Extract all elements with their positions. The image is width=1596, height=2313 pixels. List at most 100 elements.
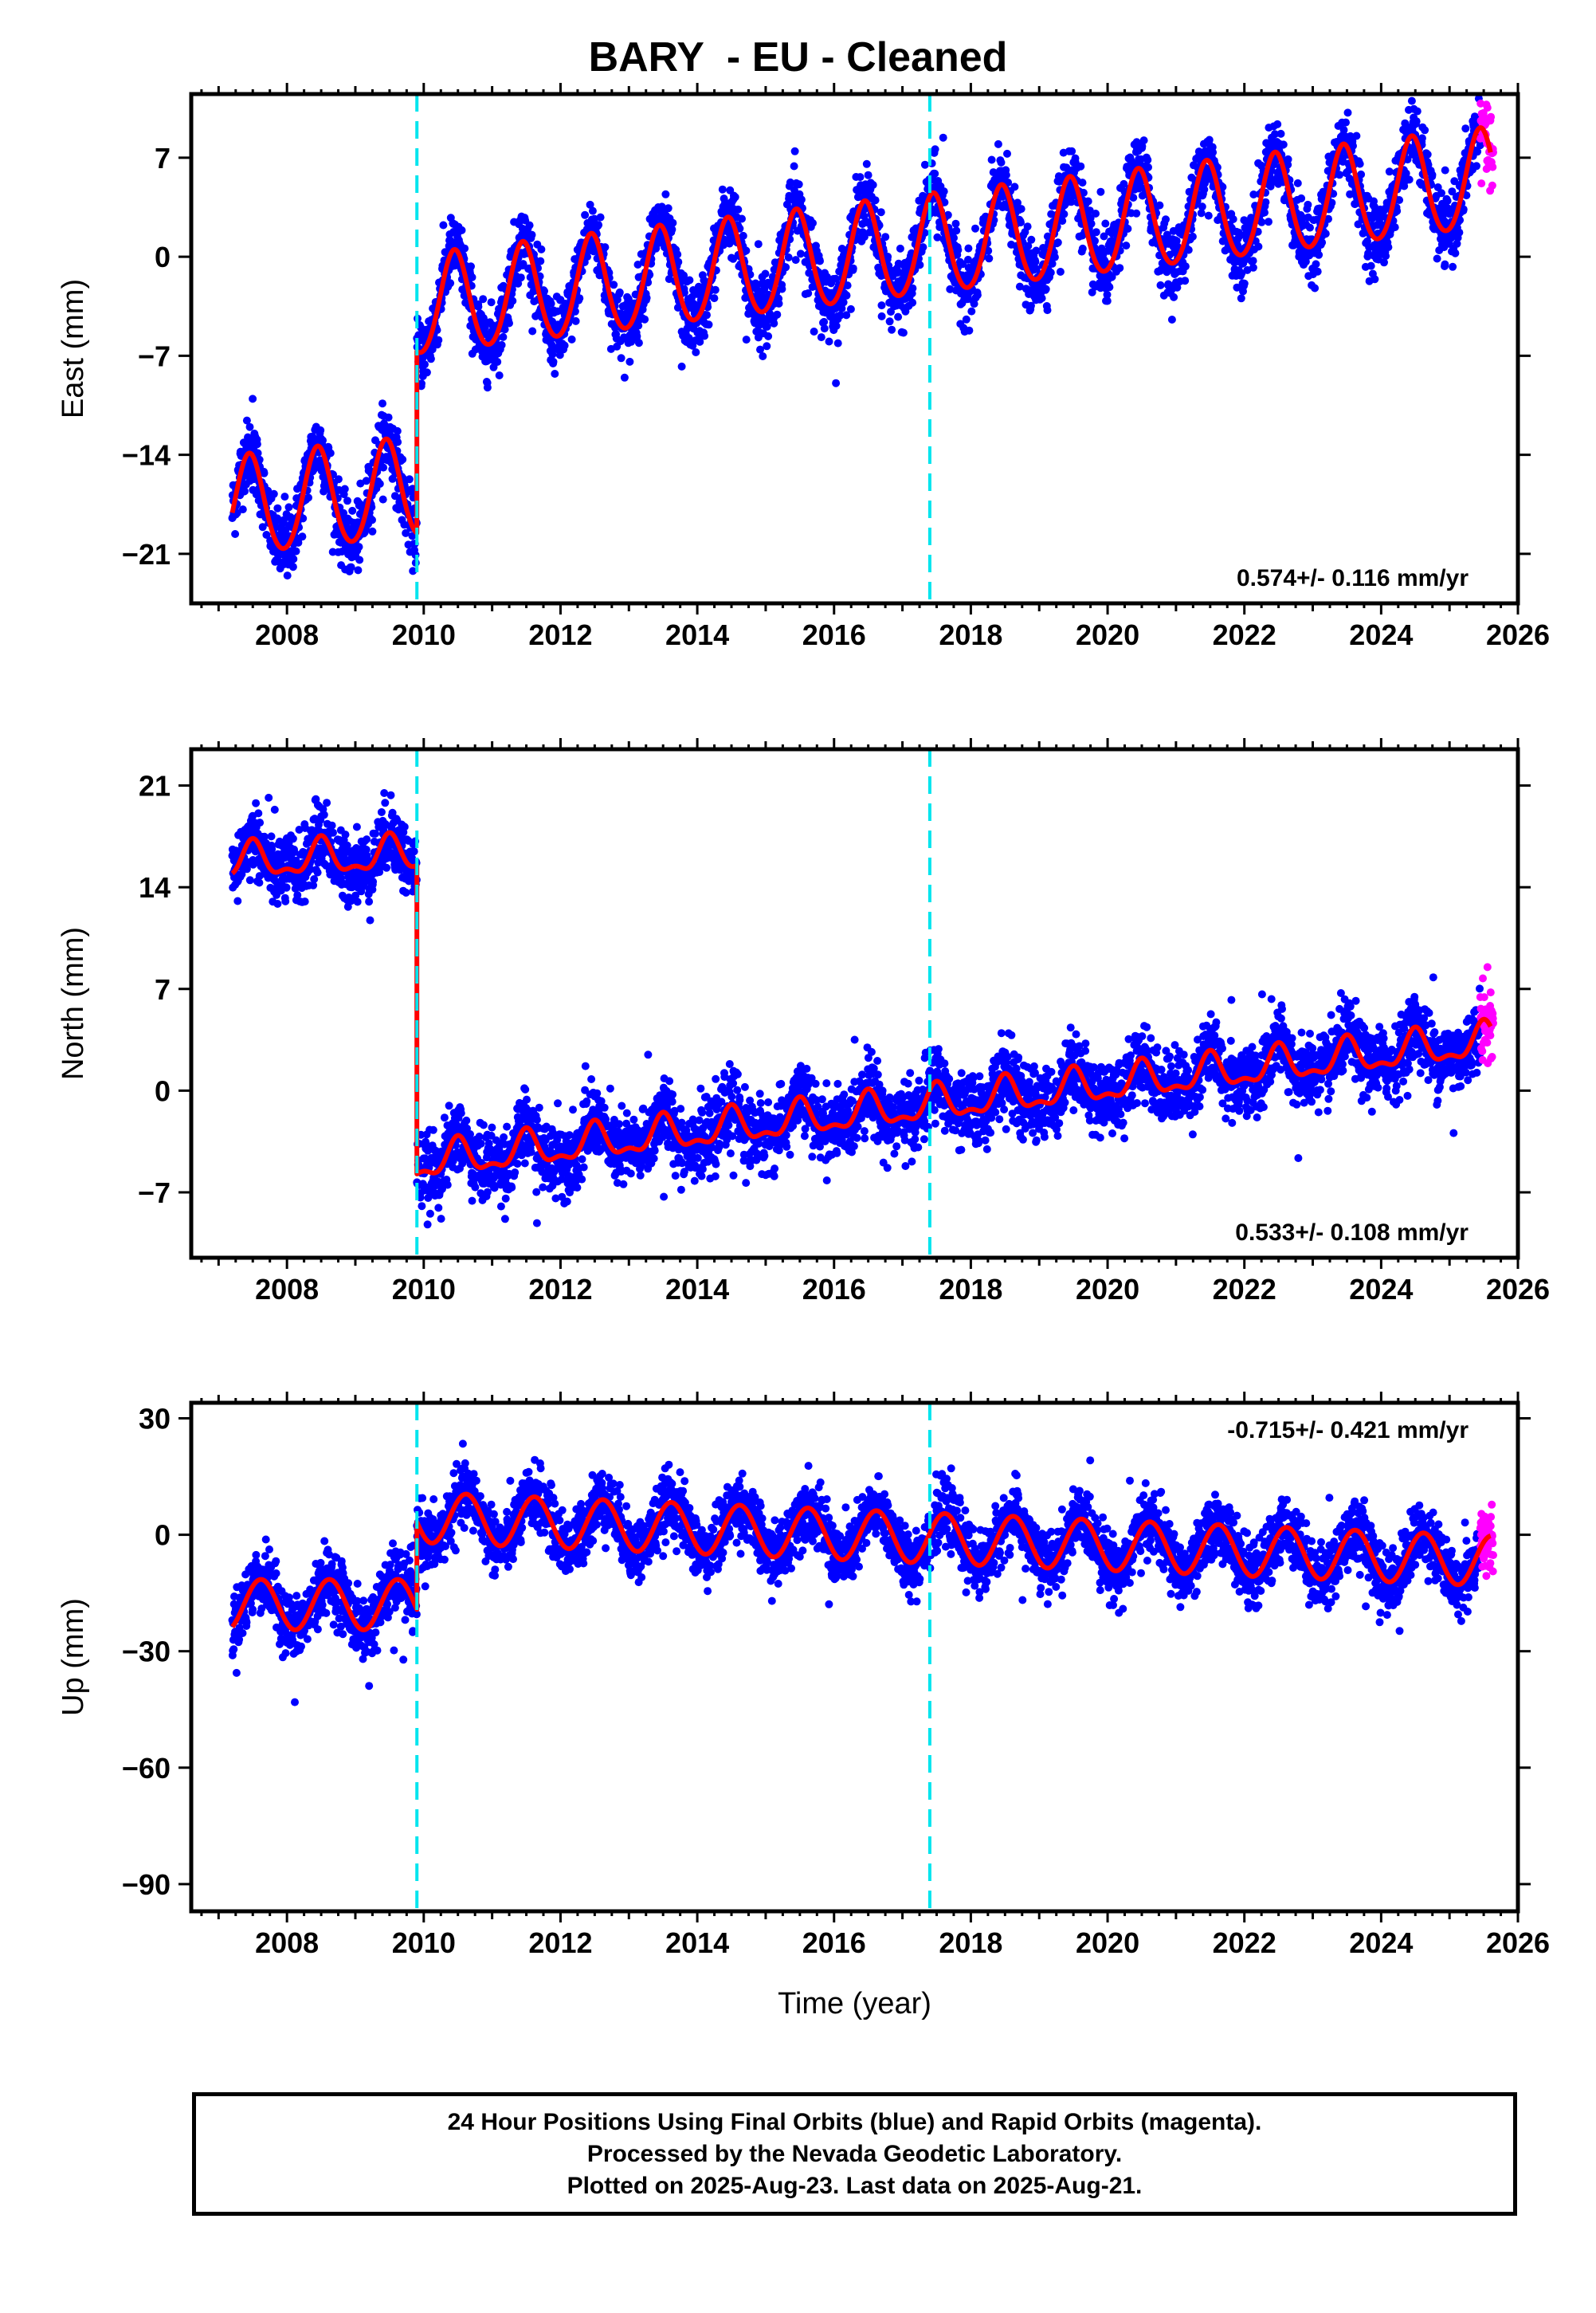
east-final-point — [514, 279, 523, 288]
east-final-point — [1254, 242, 1263, 251]
east-final-point — [384, 413, 393, 422]
east-final-point — [1092, 228, 1100, 237]
east-final-point — [1441, 260, 1449, 269]
east-final-point — [1116, 264, 1124, 273]
east-final-point — [832, 379, 841, 387]
north-final-point — [252, 799, 261, 807]
east-final-point — [1355, 159, 1364, 168]
east-final-point — [864, 171, 873, 179]
east-final-point — [1204, 211, 1213, 220]
east-final-point — [537, 245, 546, 253]
east-final-point — [742, 336, 751, 344]
east-final-point — [1023, 222, 1032, 231]
east-final-point — [262, 531, 271, 539]
east-final-point — [985, 254, 994, 263]
east-final-point — [457, 226, 466, 234]
east-final-point — [505, 319, 513, 328]
east-rapid-point — [1483, 104, 1492, 112]
east-final-point — [774, 299, 783, 308]
east-final-point — [1240, 279, 1249, 288]
east-rate-label: 0.574+/- 0.116 mm/yr — [1237, 565, 1469, 591]
east-final-point — [770, 319, 778, 328]
east-final-point — [446, 279, 455, 288]
east-final-point — [908, 284, 917, 293]
east-final-point — [1451, 249, 1460, 257]
east-final-point — [1413, 107, 1421, 116]
east-final-point — [334, 475, 343, 484]
east-final-point — [1313, 267, 1322, 276]
east-final-point — [1068, 147, 1076, 155]
east-rapid-point — [1487, 112, 1496, 121]
east-frame — [189, 92, 1520, 606]
east-final-point — [1418, 134, 1426, 143]
east-final-point — [1058, 217, 1067, 226]
east-final-point — [1390, 223, 1399, 232]
east-final-point — [881, 233, 890, 242]
east-final-point — [1461, 124, 1470, 133]
east-final-point — [495, 371, 504, 379]
east-final-point — [1304, 200, 1312, 209]
east-final-point — [1421, 126, 1429, 135]
east-final-point — [1076, 162, 1085, 171]
east-final-point — [1056, 268, 1065, 276]
east-final-point — [1249, 263, 1257, 272]
north-final-point — [341, 831, 350, 839]
east-final-point — [1046, 269, 1055, 277]
east-final-point — [567, 335, 576, 344]
east-final-point — [967, 307, 976, 316]
east-final-point — [862, 159, 871, 168]
east-final-point — [508, 296, 517, 305]
east-final-point — [931, 145, 939, 154]
east-final-point — [393, 426, 402, 435]
east-y-axis-label: East (mm) — [57, 279, 90, 418]
east-final-point — [319, 436, 327, 445]
east-final-point — [362, 477, 371, 485]
east-final-point — [1155, 201, 1164, 210]
east-final-point — [964, 244, 973, 253]
east-rapid-point — [1477, 179, 1486, 188]
east-final-point — [273, 514, 282, 523]
east-final-point — [801, 290, 810, 298]
east-final-point — [1476, 141, 1484, 150]
east-panel: 2008 2010 2012 2014 2016 2018 2020 2022 2024 2026… — [57, 83, 1550, 651]
east-x-tick-label: 2008 — [255, 619, 319, 651]
east-final-point — [739, 231, 747, 240]
east-final-point — [610, 281, 618, 289]
east-final-point — [1312, 260, 1320, 269]
east-final-point — [1170, 293, 1178, 301]
east-final-point — [642, 293, 651, 302]
east-final-point — [1441, 166, 1449, 175]
east-final-point — [368, 516, 376, 524]
north-final-point — [267, 832, 276, 841]
east-final-point — [876, 208, 885, 217]
east-final-point — [1139, 136, 1148, 145]
east-final-point — [231, 530, 240, 538]
east-final-point — [1087, 219, 1096, 228]
east-final-point — [289, 555, 298, 564]
east-final-point — [1257, 218, 1266, 226]
east-final-point — [405, 475, 414, 484]
east-final-point — [536, 257, 545, 265]
east-final-point — [1371, 275, 1379, 284]
east-final-point — [951, 219, 960, 228]
east-y-tick-label: 0 — [155, 241, 171, 273]
east-final-point — [1027, 235, 1036, 244]
east-final-point — [421, 360, 429, 369]
east-final-point — [375, 480, 384, 488]
east-final-point — [718, 185, 727, 194]
east-y-tick-label: −14 — [122, 439, 171, 472]
east-final-point — [954, 245, 963, 254]
east-final-point — [298, 532, 307, 541]
east-final-point — [763, 342, 771, 351]
east-final-point — [965, 326, 974, 335]
east-final-point — [664, 204, 673, 213]
east-final-point — [1156, 281, 1165, 289]
east-final-point — [738, 214, 746, 223]
east-final-point — [1367, 261, 1375, 270]
east-final-point — [617, 354, 625, 363]
east-final-point — [1181, 277, 1190, 285]
east-final-point — [418, 379, 425, 388]
east-final-point — [634, 339, 643, 348]
east-final-point — [761, 269, 770, 278]
east-final-point — [340, 485, 349, 493]
